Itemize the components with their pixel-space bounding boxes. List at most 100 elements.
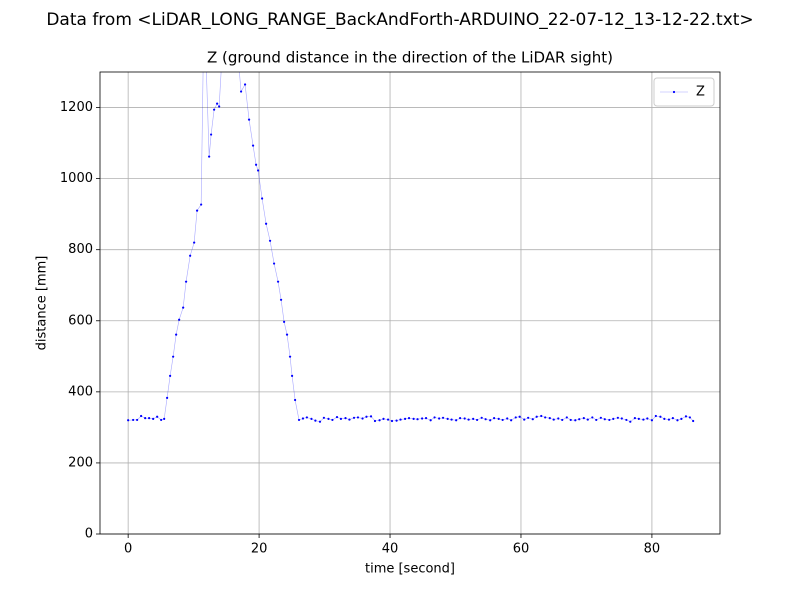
data-point bbox=[637, 417, 640, 420]
y-tick-label: 400 bbox=[68, 384, 93, 399]
legend-marker bbox=[672, 90, 676, 94]
data-point bbox=[557, 417, 560, 420]
data-point bbox=[608, 418, 611, 422]
y-tick-label: 200 bbox=[68, 455, 93, 470]
x-axis-label: time [second] bbox=[365, 562, 455, 577]
data-point bbox=[552, 418, 555, 421]
data-point bbox=[399, 418, 402, 421]
data-point bbox=[612, 417, 615, 420]
data-point bbox=[489, 419, 492, 422]
data-point bbox=[175, 333, 178, 336]
data-point bbox=[654, 414, 657, 418]
data-point bbox=[650, 419, 654, 422]
grid-layer bbox=[100, 72, 720, 535]
data-point bbox=[659, 415, 662, 418]
data-point bbox=[574, 419, 577, 422]
data-point bbox=[642, 418, 645, 421]
data-point bbox=[620, 417, 623, 420]
data-point bbox=[438, 417, 441, 420]
data-point bbox=[527, 416, 530, 419]
data-point bbox=[561, 418, 564, 422]
data-point bbox=[301, 417, 305, 420]
data-point bbox=[646, 417, 649, 420]
data-point bbox=[403, 417, 407, 420]
data-point bbox=[268, 239, 272, 242]
data-point bbox=[416, 418, 419, 421]
data-point bbox=[297, 418, 301, 422]
data-point bbox=[599, 416, 602, 419]
data-point bbox=[497, 417, 500, 420]
data-point bbox=[148, 417, 151, 420]
data-point bbox=[501, 418, 504, 422]
data-point bbox=[213, 108, 216, 111]
data-point bbox=[218, 105, 221, 108]
data-point bbox=[257, 169, 260, 172]
data-point bbox=[272, 262, 276, 265]
data-point bbox=[352, 416, 356, 419]
suptitle: Data from <LiDAR_LONG_RANGE_BackAndForth… bbox=[46, 10, 753, 30]
data-point bbox=[591, 416, 594, 419]
data-point bbox=[169, 374, 172, 377]
data-point bbox=[239, 90, 243, 93]
data-point bbox=[684, 415, 688, 418]
data-point bbox=[361, 417, 364, 420]
data-point bbox=[210, 133, 213, 136]
x-tick-label: 40 bbox=[382, 542, 399, 557]
data-point bbox=[429, 419, 432, 422]
data-point bbox=[480, 416, 483, 419]
data-point bbox=[667, 418, 671, 421]
data-point bbox=[472, 417, 475, 420]
data-point bbox=[458, 417, 462, 420]
legend-box bbox=[653, 77, 715, 107]
data-point bbox=[294, 398, 297, 402]
data-point bbox=[412, 417, 415, 420]
data-point bbox=[441, 416, 445, 419]
data-point bbox=[251, 144, 255, 147]
data-point bbox=[285, 333, 289, 336]
data-point bbox=[629, 420, 632, 423]
data-point bbox=[467, 418, 470, 421]
data-point bbox=[314, 419, 317, 422]
data-point bbox=[378, 419, 381, 422]
data-point bbox=[279, 298, 283, 301]
data-point bbox=[633, 417, 636, 420]
x-tick-label: 0 bbox=[124, 542, 132, 557]
data-point bbox=[200, 203, 203, 206]
data-point bbox=[189, 254, 192, 257]
data-point bbox=[544, 416, 547, 419]
data-point bbox=[463, 417, 466, 420]
data-point bbox=[327, 417, 330, 420]
data-point bbox=[535, 415, 538, 418]
data-point bbox=[455, 419, 458, 422]
axes-frame bbox=[99, 71, 721, 535]
data-point bbox=[305, 416, 308, 419]
data-point bbox=[178, 318, 181, 321]
data-point bbox=[424, 417, 428, 420]
data-point bbox=[365, 415, 368, 418]
data-point bbox=[548, 417, 551, 420]
data-point bbox=[582, 417, 585, 420]
legend-label: Z bbox=[696, 85, 705, 100]
y-tick-label: 1200 bbox=[60, 100, 93, 115]
data-point bbox=[450, 418, 453, 421]
data-point bbox=[671, 417, 674, 420]
data-point bbox=[386, 418, 390, 421]
x-tick-label: 80 bbox=[644, 542, 661, 557]
data-point bbox=[318, 420, 322, 423]
data-point bbox=[283, 320, 286, 323]
data-point bbox=[261, 197, 264, 200]
data-point bbox=[203, 0, 205, 2]
data-point bbox=[172, 355, 175, 358]
data-point bbox=[476, 418, 479, 422]
data-point bbox=[339, 417, 343, 420]
data-point bbox=[493, 417, 496, 420]
data-point bbox=[290, 374, 294, 377]
y-tick-label: 0 bbox=[85, 527, 93, 542]
data-point bbox=[569, 418, 572, 422]
data-point bbox=[595, 418, 598, 422]
data-point bbox=[390, 419, 394, 423]
data-point bbox=[373, 419, 377, 423]
data-point bbox=[182, 306, 185, 309]
data-point bbox=[136, 418, 139, 422]
data-point bbox=[510, 419, 513, 422]
